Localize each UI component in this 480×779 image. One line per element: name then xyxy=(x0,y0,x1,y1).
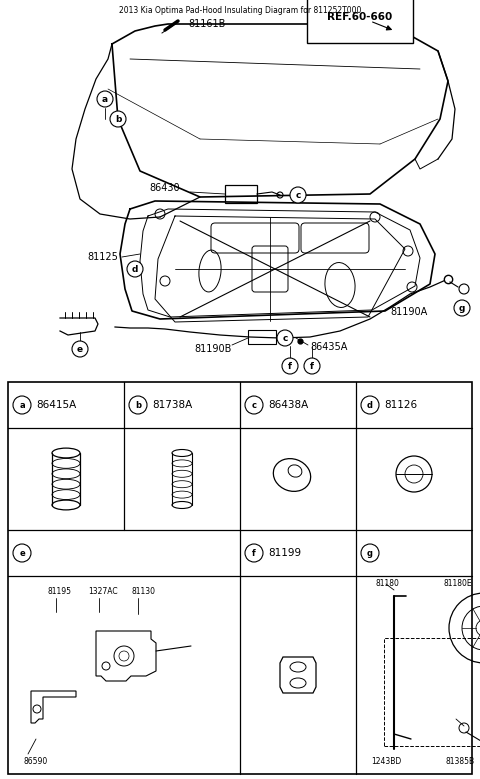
Text: a: a xyxy=(19,400,25,410)
Text: 81180: 81180 xyxy=(376,580,400,588)
Text: 81125: 81125 xyxy=(87,252,118,262)
Text: 81738A: 81738A xyxy=(152,400,192,410)
Circle shape xyxy=(72,341,88,357)
Circle shape xyxy=(459,284,469,294)
Text: b: b xyxy=(135,400,141,410)
Circle shape xyxy=(304,358,320,374)
Bar xyxy=(248,330,276,344)
Text: 86435A: 86435A xyxy=(310,342,348,352)
Text: 1327AC: 1327AC xyxy=(88,587,118,597)
Text: 86430: 86430 xyxy=(149,183,180,193)
Text: 81190B: 81190B xyxy=(194,344,232,354)
Text: 81195: 81195 xyxy=(48,587,72,597)
Text: f: f xyxy=(252,548,256,558)
Circle shape xyxy=(97,91,113,107)
Text: d: d xyxy=(367,400,373,410)
Text: c: c xyxy=(252,400,256,410)
Text: 81190A: 81190A xyxy=(390,307,427,317)
Circle shape xyxy=(361,396,379,414)
Circle shape xyxy=(110,111,126,127)
Circle shape xyxy=(370,212,380,222)
Text: f: f xyxy=(288,361,292,371)
Circle shape xyxy=(127,261,143,277)
Text: 81385B: 81385B xyxy=(446,757,475,767)
Text: d: d xyxy=(132,265,138,273)
Text: 2013 Kia Optima Pad-Hood Insulating Diagram for 811252T000: 2013 Kia Optima Pad-Hood Insulating Diag… xyxy=(119,6,361,15)
Text: 86415A: 86415A xyxy=(36,400,76,410)
Text: 81199: 81199 xyxy=(268,548,301,558)
Text: 86438A: 86438A xyxy=(268,400,308,410)
Circle shape xyxy=(160,276,170,286)
Circle shape xyxy=(277,330,293,346)
Text: g: g xyxy=(367,548,373,558)
Circle shape xyxy=(245,396,263,414)
Text: 81180E: 81180E xyxy=(444,580,473,588)
Bar xyxy=(8,382,472,774)
Text: e: e xyxy=(19,548,25,558)
Text: 81161B: 81161B xyxy=(188,19,226,29)
Circle shape xyxy=(129,396,147,414)
Circle shape xyxy=(13,396,31,414)
Text: 81126: 81126 xyxy=(384,400,417,410)
Circle shape xyxy=(407,282,417,292)
Text: 86590: 86590 xyxy=(24,757,48,767)
Text: g: g xyxy=(459,304,465,312)
Text: REF.60-660: REF.60-660 xyxy=(327,12,393,22)
Text: c: c xyxy=(282,333,288,343)
Circle shape xyxy=(403,246,413,256)
Text: f: f xyxy=(310,361,314,371)
Circle shape xyxy=(282,358,298,374)
Text: 81130: 81130 xyxy=(131,587,155,597)
Circle shape xyxy=(245,544,263,562)
Text: a: a xyxy=(102,94,108,104)
Circle shape xyxy=(454,300,470,316)
Text: b: b xyxy=(115,115,121,124)
Bar xyxy=(384,638,480,746)
Circle shape xyxy=(155,209,165,219)
Circle shape xyxy=(361,544,379,562)
Text: c: c xyxy=(295,191,300,199)
Circle shape xyxy=(277,192,283,198)
Bar xyxy=(225,185,257,203)
Text: 1243BD: 1243BD xyxy=(371,757,401,767)
Text: e: e xyxy=(77,344,83,354)
Circle shape xyxy=(290,187,306,203)
Circle shape xyxy=(13,544,31,562)
